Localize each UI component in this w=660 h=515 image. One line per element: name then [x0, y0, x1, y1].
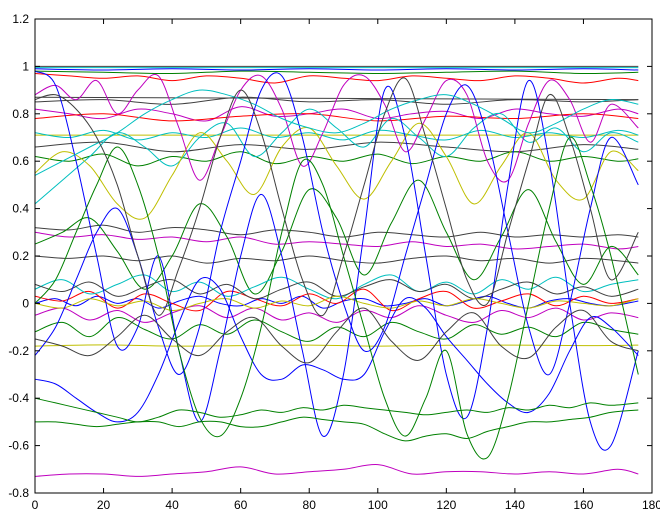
- ticks-group: 0 20 40 60 80 100 120 140 160 180 1.2 1 0.8 0.6 0.4 0.2…: [8, 12, 660, 512]
- x-tick-label: 60: [234, 498, 248, 512]
- series-line-22: [34, 288, 639, 312]
- series-line-15: [34, 122, 639, 220]
- y-tick-label: -0.2: [8, 344, 29, 358]
- series-line-9: [34, 113, 639, 122]
- series-line-35: [34, 464, 639, 477]
- series-line-33: [34, 136, 639, 460]
- series-group: [34, 65, 639, 477]
- series-line-27: [34, 344, 639, 347]
- series-line-11: [34, 127, 639, 141]
- series-line-30: [34, 70, 639, 451]
- series-line-18: [34, 231, 639, 250]
- series-line-28: [34, 295, 639, 312]
- series-line-12: [34, 141, 639, 153]
- x-tick-label: 160: [573, 498, 593, 512]
- y-tick-label: 1: [22, 59, 29, 73]
- series-line-34: [34, 409, 639, 442]
- x-tick-label: 0: [32, 498, 39, 512]
- y-tick-label: -0.8: [8, 486, 29, 500]
- x-tick-label: 40: [165, 498, 179, 512]
- series-line-4: [34, 70, 639, 75]
- series-line-8: [34, 106, 639, 122]
- y-tick-label: -0.4: [8, 391, 29, 405]
- y-tick-label: -0.6: [8, 439, 29, 453]
- x-tick-label: 180: [642, 498, 660, 512]
- series-line-16: [34, 73, 639, 183]
- series-line-29: [34, 277, 639, 423]
- y-tick-label: 0.4: [12, 202, 29, 216]
- series-line-36: [34, 307, 639, 364]
- y-tick-label: 1.2: [12, 12, 29, 26]
- y-tick-label: 0.6: [12, 154, 29, 168]
- series-line-19: [34, 255, 639, 264]
- series-line-38: [34, 77, 639, 317]
- y-tick-label: 0.2: [12, 249, 29, 263]
- x-tick-label: 100: [368, 498, 388, 512]
- series-line-14: [34, 108, 639, 205]
- y-tick-label: 0: [22, 296, 29, 310]
- series-line-24: [34, 274, 639, 300]
- x-tick-label: 80: [303, 498, 317, 512]
- y-tick-label: 0.8: [12, 107, 29, 121]
- series-line-17: [34, 224, 639, 238]
- series-line-23: [34, 305, 639, 323]
- x-tick-label: 120: [436, 498, 456, 512]
- series-line-5: [34, 73, 639, 84]
- x-tick-label: 140: [505, 498, 525, 512]
- x-tick-label: 20: [97, 498, 111, 512]
- series-line-25: [34, 317, 639, 342]
- series-line-20: [34, 179, 639, 295]
- series-line-3: [34, 68, 639, 71]
- series-line-7: [34, 96, 639, 105]
